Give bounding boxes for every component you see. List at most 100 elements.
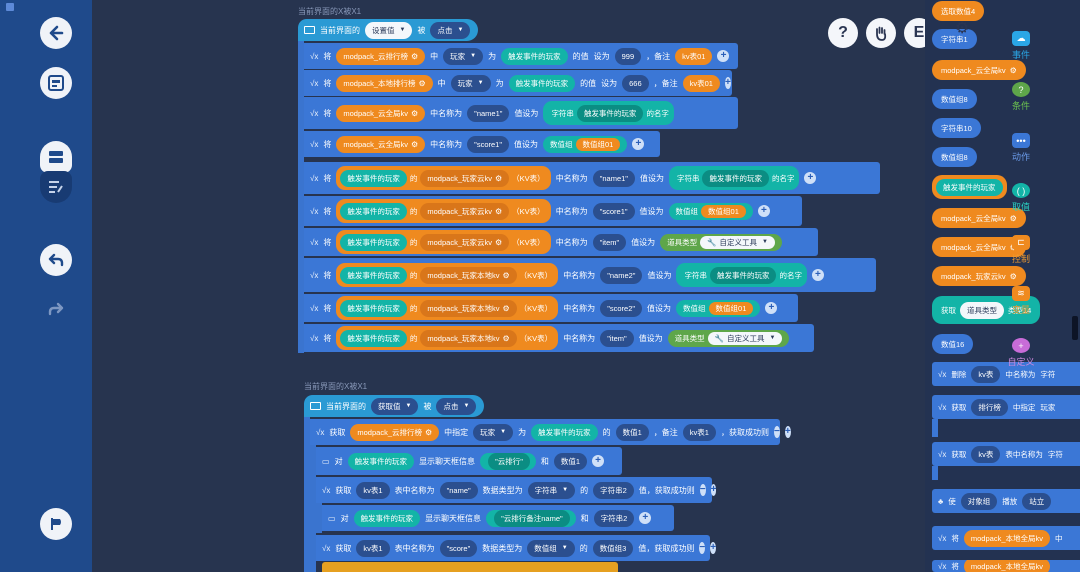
palette-block[interactable]: ♣ 使对象组 播放 站立 <box>932 489 1080 513</box>
block-text[interactable]: "name1" <box>467 104 510 122</box>
block-text: 显示聊天框信息 <box>419 456 476 466</box>
palette-block[interactable]: √x 将 modpack_本地全局kv 中 <box>932 526 1080 550</box>
add-icon[interactable]: + <box>811 269 824 281</box>
code-block-button[interactable] <box>40 67 72 99</box>
edit-list-button[interactable] <box>40 171 72 203</box>
palette-block[interactable]: √x 将 modpack_本地全局kv <box>932 560 1080 572</box>
block-text <box>49 186 57 188</box>
palette-item[interactable]: modpack_玩家云kv ⚙ <box>932 266 1026 286</box>
block-text: ⚙ <box>495 206 503 216</box>
block-text: ▼ <box>561 545 568 551</box>
block-text[interactable]: "score1" <box>467 135 510 153</box>
palette-item[interactable]: 字符串1 <box>932 29 977 49</box>
remove-icon[interactable]: − <box>773 426 780 438</box>
run-button[interactable] <box>40 508 72 540</box>
palette-block[interactable]: √x 获取 排行榜 中指定 玩家 <box>932 395 1080 419</box>
add-icon[interactable]: + <box>632 138 645 150</box>
palette-item[interactable]: 获取 道具类型 类型14 <box>932 296 1041 324</box>
add-icon[interactable]: + <box>710 484 717 496</box>
block-text[interactable]: "score2" <box>600 299 643 317</box>
number-input[interactable]: 666 <box>622 74 649 92</box>
table-row[interactable]: √x 将 触发事件的玩家的 modpack_玩家本地kv ⚙ （KV表） 中名称为 "n… <box>304 258 876 292</box>
add-icon[interactable]: + <box>724 77 731 89</box>
palette-item[interactable]: modpack_云全局kv⚙ <box>932 208 1026 228</box>
hand-icon <box>876 26 887 41</box>
palette-item[interactable]: 触发事件的玩家 <box>932 175 1007 199</box>
table-row[interactable]: √x 获取 modpack_云排行榜 ⚙ 中指定 玩家 ▼ 为 触发事件的玩家 的 数… <box>310 419 791 445</box>
table-row[interactable]: √x 将 modpack_云全局kv ⚙ 中名称为 "name1" 值设为 字符串 … <box>304 97 738 129</box>
category-value[interactable]: ( ) 取值 <box>1004 183 1038 213</box>
stack-button[interactable] <box>40 141 72 173</box>
category-condition[interactable]: ? 条件 <box>1004 82 1038 112</box>
number-input[interactable]: 999 <box>614 47 642 65</box>
partial-block[interactable] <box>322 562 618 572</box>
hat-target-dropdown[interactable]: 设置值 ▼ <box>365 21 413 39</box>
table-row[interactable]: ▭ 对 触发事件的玩家 显示聊天框信息 "云排行" 和 数值1 + <box>316 447 622 475</box>
palette-resize-handle[interactable] <box>1072 316 1078 340</box>
block-text[interactable]: "score1" <box>592 202 635 220</box>
table-row[interactable]: √x 将 modpack_本地排行榜 ⚙ 中 玩家 ▼ 为 触发事件的玩家 的值 设为 … <box>304 70 732 96</box>
block-text: modpack_本地排行榜 <box>343 78 416 88</box>
table-row[interactable]: √x 获取 kv表1 表中名称为 "name" 数据类型为 字符串 ▼ 的 字符串2… <box>316 477 717 503</box>
palette-item[interactable]: 数值16 <box>932 334 974 354</box>
table-row[interactable]: √x 将 触发事件的玩家的 modpack_玩家云kv ⚙ （KV表） 中名称为 "na… <box>304 162 880 194</box>
help-button[interactable]: ? <box>828 18 858 48</box>
table-row[interactable]: √x 将 触发事件的玩家的 modpack_玩家本地kv ⚙ （KV表） 中名称为 "i… <box>304 324 814 352</box>
hat-event-dropdown[interactable]: 点击 ▼ <box>430 21 471 39</box>
palette-item[interactable]: 数值组8 <box>932 147 977 167</box>
add-icon[interactable]: + <box>804 172 817 184</box>
table-row[interactable]: √x 将 触发事件的玩家的 modpack_玩家云kv ⚙ （KV表） 中名称为 "sc… <box>304 196 802 226</box>
add-icon[interactable]: + <box>639 512 652 524</box>
block-text[interactable]: "name1" <box>592 169 635 187</box>
back-button[interactable] <box>40 17 72 49</box>
event-hat-set-value[interactable]: 当前界面的 设置值 ▼ 被 点击 ▼ <box>298 19 479 41</box>
redo-button[interactable] <box>40 293 72 325</box>
remove-icon[interactable]: − <box>699 542 706 554</box>
block-text: 玩家 ▼ <box>473 423 514 441</box>
add-icon[interactable]: + <box>710 542 717 554</box>
block-text: 🔧 自定义工具 ▼ <box>707 331 783 345</box>
category-control[interactable]: ⊏ 控制 <box>1004 235 1038 265</box>
block-text: 中名称为 <box>555 206 588 216</box>
question-icon: ? <box>1012 82 1030 97</box>
table-row[interactable]: √x 将 modpack_云排行榜 ⚙ 中 玩家 ▼ 为 触发事件的玩家 的值 设为 9… <box>304 43 738 69</box>
category-variable[interactable]: ≋ 变量 <box>1004 286 1038 316</box>
hat-event-dropdown[interactable]: 点击 ▼ <box>436 397 477 415</box>
block-text[interactable]: "item" <box>600 329 634 347</box>
palette-item[interactable]: 字符串10 <box>932 118 981 138</box>
add-icon[interactable]: + <box>717 50 730 62</box>
hat-target-dropdown[interactable]: 获取值 ▼ <box>371 397 419 415</box>
block-text[interactable]: "name2" <box>600 266 643 284</box>
palette-block[interactable]: √x 获取 kv表 表中名称为 字符 <box>932 442 1080 466</box>
table-row[interactable]: √x 将 modpack_云全局kv ⚙ 中名称为 "score1" 值设为 数值组… <box>304 131 660 157</box>
add-icon[interactable]: + <box>757 205 770 217</box>
table-row[interactable]: √x 将 触发事件的玩家的 modpack_玩家云kv ⚙ （KV表） 中名称为 "it… <box>304 228 818 256</box>
hand-button[interactable] <box>866 18 896 48</box>
block-text: modpack_云排行榜 <box>343 51 408 61</box>
block-text: modpack_云排行榜 ⚙ <box>350 423 440 441</box>
palette-item[interactable]: modpack_云全局kv⚙ <box>932 60 1026 80</box>
palette-block[interactable]: √x 删除 kv表 中名称为 字符 <box>932 362 1080 386</box>
table-row[interactable]: ▭ 对 触发事件的玩家 显示聊天框信息 "云排行备注name" 和 字符串2 + <box>322 505 674 531</box>
event-hat-get-value[interactable]: 当前界面的 获取值 ▼ 被 点击 ▼ <box>304 395 485 417</box>
palette-item[interactable]: 选取数值4 <box>932 1 985 21</box>
table-row[interactable]: √x 将 触发事件的玩家的 modpack_玩家本地kv ⚙ （KV表） 中名称为 "s… <box>304 294 798 322</box>
category-event[interactable]: ☁ 事件 <box>1004 31 1038 61</box>
category-custom[interactable]: + 自定义 <box>1004 338 1038 368</box>
category-action[interactable]: ••• 动作 <box>1004 133 1038 163</box>
table-row[interactable]: √x 获取 kv表1 表中名称为 "score" 数据类型为 数值组 ▼ 的 数值组… <box>316 535 717 561</box>
settings-gear-icon[interactable]: ⚙ <box>955 20 970 37</box>
block-text <box>48 302 64 316</box>
block-text: ⚙ <box>425 427 433 437</box>
palette-item[interactable]: 数值组8 <box>932 89 977 109</box>
block-text: 的 <box>579 543 588 553</box>
block-text: 将 <box>323 51 332 61</box>
block-text: 数值1 <box>553 452 588 470</box>
add-icon[interactable]: + <box>784 426 791 438</box>
add-icon[interactable]: + <box>765 302 778 314</box>
block-text[interactable]: "item" <box>592 233 627 251</box>
remove-icon[interactable]: − <box>699 484 706 496</box>
add-icon[interactable]: + <box>592 455 605 467</box>
block-text: 字符串1 <box>941 34 968 44</box>
undo-button[interactable] <box>40 244 72 276</box>
